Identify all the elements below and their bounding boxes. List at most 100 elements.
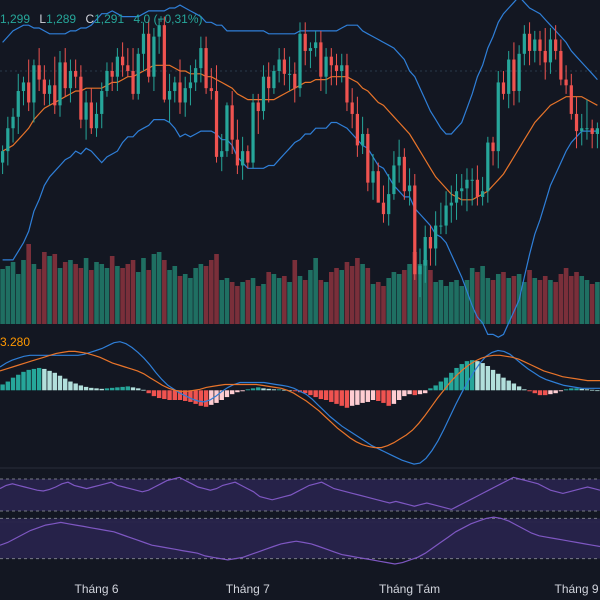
candle-body — [256, 102, 260, 112]
volume-bar — [47, 256, 52, 324]
volume-bar — [156, 252, 162, 324]
macd-histogram-bar — [355, 390, 360, 405]
macd-histogram-bar — [318, 390, 324, 400]
macd-histogram-bar — [365, 390, 371, 402]
macd-histogram-bar — [334, 390, 339, 404]
macd-histogram-bar — [584, 389, 590, 391]
candle-body — [6, 128, 10, 152]
volume-bar — [360, 264, 365, 324]
candle-body — [512, 59, 516, 92]
candle-body — [199, 48, 203, 69]
volume-bar — [443, 286, 449, 324]
candle-body — [517, 53, 521, 92]
candle-body — [110, 70, 114, 77]
volume-bar — [182, 274, 188, 324]
volume-bar — [490, 280, 496, 324]
volume-bar — [240, 282, 245, 324]
candle-body — [147, 33, 151, 77]
candle-body — [100, 91, 104, 114]
volume-bar — [302, 280, 308, 324]
candle-body — [115, 56, 120, 77]
macd-histogram-bar — [36, 367, 42, 391]
macd-histogram-bar — [130, 387, 136, 391]
volume-bar — [349, 266, 355, 324]
macd-histogram-bar — [292, 390, 297, 392]
candle-body — [418, 265, 422, 275]
macd-histogram-bar — [78, 385, 84, 391]
candle-body — [293, 73, 297, 89]
volume-bar — [448, 282, 454, 324]
volume-bar — [323, 282, 329, 324]
macd-histogram-bar — [26, 369, 31, 391]
candle-body — [595, 128, 600, 134]
macd-histogram-bar — [516, 386, 522, 391]
macd-histogram-bar — [595, 390, 600, 392]
candle-body — [94, 113, 99, 129]
volume-bar — [250, 278, 256, 324]
macd-histogram-bar — [506, 380, 511, 391]
volume-bar — [428, 270, 433, 324]
candle-body — [475, 179, 480, 197]
candle-body — [366, 133, 370, 183]
macd-histogram-bar — [589, 389, 595, 391]
macd-histogram-bar — [417, 390, 423, 395]
candle-body — [298, 33, 302, 89]
volume-bar — [141, 258, 146, 324]
volume-bar — [548, 280, 553, 324]
volume-bar — [339, 270, 345, 324]
volume-bar — [26, 244, 32, 324]
candle-body — [225, 105, 229, 152]
low-value: 1,289 — [46, 12, 77, 26]
volume-bar — [88, 270, 94, 324]
macd-histogram-bar — [214, 390, 219, 403]
macd-histogram-bar — [219, 390, 224, 400]
volume-bar — [522, 282, 527, 324]
volume-bar — [99, 264, 105, 324]
macd-histogram-bar — [115, 387, 120, 391]
candle-body — [74, 70, 78, 77]
volume-bar — [208, 260, 214, 324]
volume-bar — [36, 269, 42, 324]
candle-body — [324, 56, 328, 77]
macd-histogram-bar — [511, 383, 517, 391]
macd-histogram-bar — [271, 389, 277, 391]
volume-bar — [146, 270, 152, 324]
volume-bar — [297, 276, 303, 324]
volume-bar — [355, 258, 360, 324]
macd-histogram-bar — [198, 390, 204, 406]
macd-histogram-bar — [579, 388, 584, 391]
volume-bar — [574, 272, 579, 324]
macd-histogram-bar — [83, 386, 89, 391]
volume-bar — [21, 260, 26, 324]
volume-bar — [469, 268, 475, 324]
volume-bar — [78, 268, 84, 324]
macd-histogram-bar — [496, 373, 501, 391]
macd-histogram-bar — [109, 387, 115, 391]
candle-body — [178, 82, 182, 103]
macd-histogram-bar — [162, 390, 167, 400]
candle-body — [590, 128, 594, 134]
macd-histogram-bar — [167, 390, 172, 400]
volume-bar — [480, 266, 485, 324]
volume-bar — [120, 268, 125, 324]
macd-histogram-bar — [443, 377, 449, 391]
macd-histogram-bar — [402, 390, 407, 397]
volume-bar — [172, 266, 178, 324]
volume-bar — [386, 278, 392, 324]
volume-bar — [266, 272, 272, 324]
macd-histogram-bar — [569, 388, 574, 391]
macd-histogram-bar — [485, 366, 491, 391]
macd-histogram-bar — [172, 390, 177, 400]
candle-body — [444, 205, 448, 226]
candle-body — [376, 171, 380, 203]
candle-body — [491, 142, 495, 152]
macd-histogram-bar — [224, 390, 230, 398]
x-axis-label: Tháng 7 — [225, 582, 270, 596]
x-axis-label: Tháng Tám — [378, 582, 441, 596]
candle-body — [580, 128, 584, 132]
candle-body — [272, 70, 276, 89]
candle-body — [392, 165, 396, 195]
volume-bar — [464, 280, 470, 324]
volume-bar — [318, 280, 324, 324]
candle-body — [554, 39, 558, 51]
